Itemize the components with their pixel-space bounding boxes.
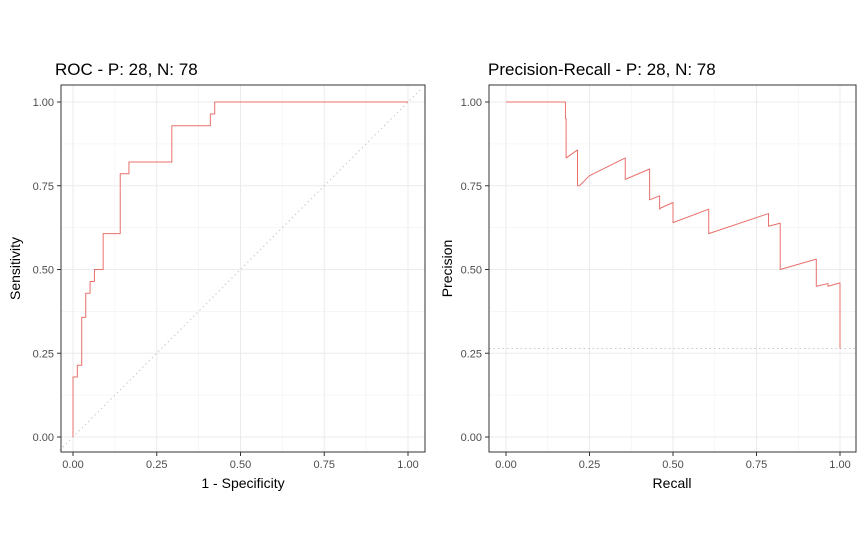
pr-curve-layer: [506, 101, 841, 349]
roc-y-tick-label: 0.50: [33, 265, 54, 277]
roc-panel-border: [60, 84, 426, 453]
pr-x-tick-label: 0.75: [746, 459, 767, 471]
roc-title: ROC - P: 28, N: 78: [55, 60, 198, 79]
roc-y-tick-label: 0.00: [33, 432, 54, 444]
roc-y-tick-label: 0.25: [33, 348, 54, 360]
pr-grid: [489, 85, 856, 452]
roc-x-tick-label: 0.00: [62, 459, 83, 471]
roc-x-tick-label: 0.50: [230, 459, 251, 471]
roc-grid: [61, 85, 425, 452]
pr-y-tick-label: 0.75: [461, 181, 482, 193]
pr-y-axis-title: Precision: [439, 240, 455, 298]
pr-x-axis-title: Recall: [653, 475, 692, 491]
pr-y-tick-label: 1.00: [461, 97, 482, 109]
pr-curve-line: [506, 101, 841, 349]
roc-x-tick-label: 1.00: [397, 459, 418, 471]
roc-x-tick-label: 0.25: [146, 459, 167, 471]
pr-y-tick-label: 0.50: [461, 265, 482, 277]
pr-y-tick-label: 0.25: [461, 348, 482, 360]
roc-y-tick-label: 1.00: [33, 97, 54, 109]
roc-y-tick-label: 0.75: [33, 181, 54, 193]
pr-x-tick-label: 0.25: [579, 459, 600, 471]
precision-recall-panel: Precision-Recall - P: 28, N: 78 0.00 0.25…: [439, 60, 857, 491]
roc-y-axis-title: Sensitivity: [7, 237, 23, 300]
pr-x-tick-label: 1.00: [829, 459, 850, 471]
pr-ticks: 0.00 0.25 0.50 0.75 1.00 0.00 0.25 0.50 0.75 1.00: [461, 97, 851, 471]
pr-title: Precision-Recall - P: 28, N: 78: [488, 60, 716, 79]
roc-x-tick-label: 0.75: [314, 459, 335, 471]
roc-curve-line: [72, 101, 408, 437]
roc-x-axis-title: 1 - Specificity: [201, 475, 284, 491]
pr-x-tick-label: 0.50: [662, 459, 683, 471]
roc-ticks: 0.00 0.25 0.50 0.75 1.00 0.00 0.25 0.50 0.75 1.00: [33, 97, 419, 471]
pr-x-tick-label: 0.00: [495, 459, 516, 471]
pr-y-tick-label: 0.00: [461, 432, 482, 444]
roc-panel: ROC - P: 28, N: 78 0.00 0.25 0.50 0.75 1.000…: [7, 60, 426, 491]
roc-curve-layer: [72, 101, 408, 437]
